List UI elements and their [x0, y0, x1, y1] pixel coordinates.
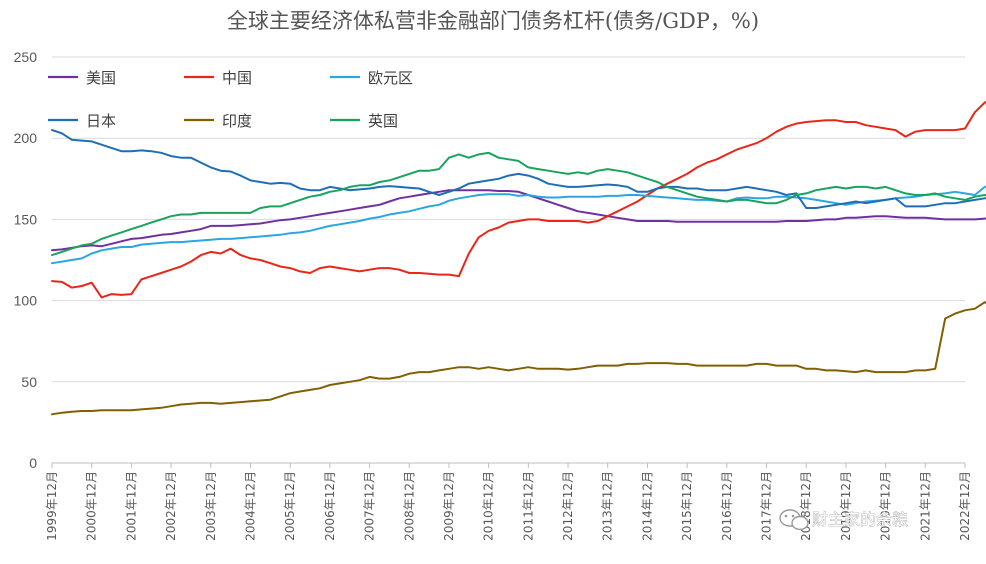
watermark: 财主家的余粮 — [779, 509, 908, 531]
legend-label-3: 日本 — [86, 112, 116, 130]
x-tick-label: 2006年12月 — [323, 471, 337, 541]
chart-title: 全球主要经济体私营非金融部门债务杠杆(债务/GDP，%) — [227, 9, 759, 33]
series-line-5 — [51, 151, 986, 257]
x-tick-label: 2016年12月 — [720, 471, 734, 541]
x-tick-label: 2007年12月 — [363, 471, 377, 541]
series-lines — [51, 101, 986, 416]
x-tick-label: 2001年12月 — [124, 471, 138, 541]
x-tick-label: 2008年12月 — [402, 471, 416, 541]
legend-label-0: 美国 — [86, 69, 116, 87]
x-tick-label: 2015年12月 — [680, 471, 694, 541]
x-tick-label: 2020年12月 — [879, 471, 893, 541]
legend-label-2: 欧元区 — [368, 69, 413, 87]
y-tick-label: 250 — [14, 49, 38, 65]
y-tick-label: 200 — [14, 130, 38, 146]
legend-label-4: 印度 — [222, 112, 252, 130]
x-tick-label: 2000年12月 — [85, 471, 99, 541]
legend-label-5: 英国 — [368, 112, 398, 130]
x-tick-label: 2018年12月 — [799, 471, 813, 541]
x-axis-ticks: 1999年12月 2000年12月 2001年12月 2002年12月 2003年12月… — [45, 463, 972, 541]
x-tick-label: 2002年12月 — [164, 471, 178, 541]
series-line-2 — [51, 185, 986, 265]
x-tick-label: 2017年12月 — [760, 471, 774, 541]
wechat-icon — [779, 509, 809, 531]
series-line-1 — [51, 101, 986, 299]
series-line-0 — [51, 189, 986, 252]
legend-label-1: 中国 — [222, 69, 252, 87]
x-tick-label: 1999年12月 — [45, 471, 59, 541]
y-tick-label: 150 — [14, 211, 38, 227]
x-tick-label: 2021年12月 — [918, 471, 932, 541]
x-tick-label: 2005年12月 — [283, 471, 297, 541]
watermark-text: 财主家的余粮 — [812, 510, 908, 529]
x-tick-label: 2019年12月 — [839, 471, 853, 541]
y-tick-label: 50 — [21, 374, 37, 390]
y-tick-label: 0 — [29, 455, 37, 471]
x-tick-label: 2022年12月 — [958, 471, 972, 541]
x-tick-label: 2004年12月 — [243, 471, 257, 541]
x-tick-label: 2011年12月 — [521, 471, 535, 541]
x-tick-label: 2013年12月 — [601, 471, 615, 541]
x-tick-label: 2014年12月 — [640, 471, 654, 541]
y-tick-label: 100 — [14, 293, 38, 309]
y-axis-ticks: 0 50 100 150 200 250 — [14, 49, 38, 471]
x-tick-label: 2009年12月 — [442, 471, 456, 541]
grid-lines — [52, 56, 965, 464]
x-tick-label: 2010年12月 — [482, 471, 496, 541]
series-line-3 — [51, 129, 986, 209]
x-tick-label: 2012年12月 — [561, 471, 575, 541]
series-line-4 — [51, 301, 986, 416]
x-tick-label: 2003年12月 — [204, 471, 218, 541]
